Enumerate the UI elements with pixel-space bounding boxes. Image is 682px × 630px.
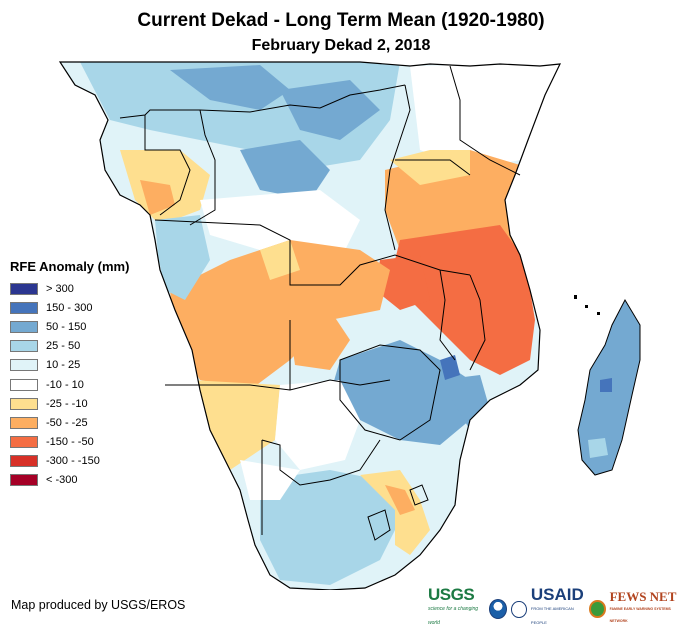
wet-zone-south-africa: [260, 470, 400, 585]
dry-zone-south-africa-east: [360, 470, 430, 555]
fews-text: FEWS NET: [609, 589, 677, 604]
map-title: Current Dekad - Long Term Mean (1920-198…: [137, 10, 545, 31]
dry-patch: [290, 310, 350, 370]
legend-swatch: [10, 455, 38, 468]
legend-item: -25 - -10: [10, 394, 129, 413]
legend-label: > 300: [46, 282, 74, 295]
border-eswatini: [409, 484, 429, 506]
anomaly-map: [59, 61, 641, 590]
logo-bar: USGS science for a changing world USAID FR…: [428, 585, 682, 630]
island: [597, 312, 600, 315]
fews-tagline: FAMINE EARLY WARNING SYSTEMS NETWORK: [609, 607, 671, 623]
usaid-logo: USAID FROM THE AMERICAN PEOPLE: [530, 585, 585, 630]
noaa-logo-icon: [489, 599, 508, 619]
wet-patch: [240, 140, 330, 200]
legend-swatch: [10, 301, 38, 314]
legend-swatch: [10, 320, 38, 333]
legend-label: -25 - -10: [46, 397, 88, 410]
legend-label: 50 - 150: [46, 320, 87, 333]
very-wet-patch: [440, 355, 460, 380]
neutral-zone-botswana: [275, 380, 360, 470]
usgs-text: USGS: [428, 585, 475, 604]
legend-swatch: [10, 340, 38, 353]
fews-net-logo: FEWS NET FAMINE EARLY WARNING SYSTEMS NET…: [609, 589, 682, 627]
border-line: [395, 159, 471, 176]
legend-item: 50 - 150: [10, 317, 129, 336]
usgs-tagline: science for a changing world: [428, 606, 479, 626]
border-line: [154, 219, 471, 286]
border-line: [261, 439, 381, 486]
legend-swatch: [10, 416, 38, 429]
island: [574, 295, 577, 299]
border-line: [189, 109, 216, 226]
legend-label: -10 - 10: [46, 378, 84, 391]
neutral-zone: [410, 64, 560, 170]
legend-label: 10 - 25: [46, 359, 81, 372]
legend-item: > 300: [10, 279, 129, 298]
wet-zone-angola-coast: [155, 215, 210, 300]
border-lesotho: [367, 509, 391, 541]
neutral-zone: [200, 190, 360, 260]
border-line: [165, 379, 391, 391]
wet-zone-zimbabwe: [330, 340, 470, 445]
legend-item: -50 - -25: [10, 413, 129, 432]
legend-label: -300 - -150: [46, 455, 100, 468]
legend-item: 10 - 25: [10, 356, 129, 375]
very-wet-patch: [600, 378, 612, 392]
legend: RFE Anomaly (mm) > 300 150 - 300 50 - 150 2…: [10, 259, 129, 490]
wet-patch: [280, 80, 380, 140]
legend-label: < -300: [46, 474, 78, 487]
legend-item: 25 - 50: [10, 337, 129, 356]
usgs-logo: USGS science for a changing world: [428, 585, 485, 630]
legend-item: -150 - -50: [10, 433, 129, 452]
legend-swatch: [10, 436, 38, 449]
border-line: [119, 84, 406, 119]
map-credit: Map produced by USGS/EROS: [11, 598, 186, 612]
fews-globe-icon: [588, 600, 606, 618]
wet-patch: [170, 65, 290, 110]
legend-item: < -300: [10, 471, 129, 490]
legend-swatch: [10, 378, 38, 391]
border-line: [384, 84, 411, 251]
wet-patch: [588, 438, 608, 458]
usaid-tagline: FROM THE AMERICAN PEOPLE: [530, 606, 574, 625]
legend-label: 150 - 300: [46, 301, 93, 314]
island: [585, 305, 588, 308]
border-line: [439, 269, 456, 361]
legend-label: 25 - 50: [46, 340, 81, 353]
border-line: [449, 65, 521, 176]
legend-label: -50 - -25: [46, 416, 88, 429]
dry-zone-angola: [170, 240, 390, 390]
map-subtitle: February Dekad 2, 2018: [251, 37, 431, 54]
legend-item: -300 - -150: [10, 452, 129, 471]
border-zimbabwe: [339, 344, 441, 441]
legend-swatch: [10, 397, 38, 410]
country-borders: [119, 65, 521, 541]
very-dry-zone-mozambique-malawi: [390, 225, 535, 375]
dry-patch: [390, 150, 470, 185]
legend-label: -150 - -50: [46, 436, 94, 449]
usaid-text: USAID: [530, 585, 584, 604]
legend-swatch: [10, 282, 38, 295]
legend-item: 150 - 300: [10, 298, 129, 317]
dry-patch: [385, 485, 415, 515]
border-line: [469, 274, 486, 371]
legend-swatch: [10, 474, 38, 487]
neutral-zone: [240, 460, 300, 500]
legend-item: -10 - 10: [10, 375, 129, 394]
dry-patch: [140, 180, 175, 215]
very-dry-zone-zambia: [375, 255, 430, 310]
land-anomaly-layer: [60, 62, 560, 590]
legend-swatch: [10, 359, 38, 372]
border-line: [144, 115, 191, 216]
usaid-seal-icon: [511, 600, 527, 618]
legend-title: RFE Anomaly (mm): [10, 259, 130, 274]
